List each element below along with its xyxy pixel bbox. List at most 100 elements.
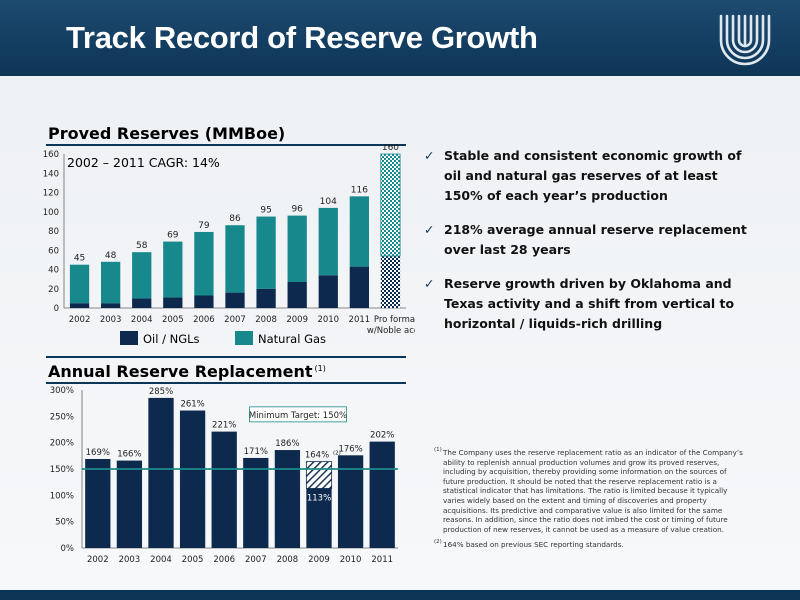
bar-natural-gas bbox=[69, 264, 90, 304]
bar-value-label: 164% bbox=[305, 451, 329, 461]
bar-natural-gas bbox=[256, 216, 276, 289]
x-tick-label: 2011 bbox=[371, 555, 393, 565]
x-tick-label: 2006 bbox=[213, 555, 235, 565]
footnote-text: The Company uses the reserve replacement… bbox=[443, 448, 743, 534]
bullet-list: ✓ Stable and consistent economic growth … bbox=[424, 146, 760, 348]
bar-note-mark: (2) bbox=[333, 451, 341, 457]
proved-reserves-chart: 0 20 40 60 80 100 120 140 160 45 2002 48 2003 58 2004… bbox=[43, 144, 415, 346]
y-tick-label: 20 bbox=[48, 285, 59, 295]
bar-natural-gas bbox=[194, 231, 214, 296]
bar-replacement bbox=[116, 460, 143, 548]
bar-total-label: 160 bbox=[382, 144, 399, 153]
bar-oil-ngls bbox=[287, 282, 307, 308]
bar-oil-ngls bbox=[194, 295, 214, 308]
footnote-2: (2) 164% based on previous SEC reporting… bbox=[434, 539, 744, 550]
replacement-title-note: (1) bbox=[314, 363, 326, 373]
bar-total-label: 45 bbox=[74, 254, 85, 264]
bar-replacement bbox=[211, 431, 237, 548]
y-tick-label: 0 bbox=[54, 304, 59, 314]
bar-value-label: 169% bbox=[86, 448, 110, 458]
proved-legend: Oil / NGLs Natural Gas bbox=[120, 331, 326, 346]
x-tick-label: 2010 bbox=[340, 555, 362, 565]
replacement-rule bbox=[46, 382, 406, 384]
y-tick-label: 250% bbox=[50, 412, 74, 422]
y-tick-label: 60 bbox=[48, 246, 59, 256]
bar-total-label: 95 bbox=[260, 206, 271, 216]
checkmark-icon: ✓ bbox=[424, 148, 435, 163]
bar-value-label: 113% bbox=[307, 493, 331, 503]
bar-oil-ngls bbox=[318, 275, 338, 308]
x-tick-label: 2008 bbox=[255, 315, 277, 325]
bullet-text: Reserve growth driven by Oklahoma and Te… bbox=[444, 276, 735, 331]
x-tick-label: 2007 bbox=[245, 555, 267, 565]
x-tick-label: w/Noble acq. bbox=[367, 326, 415, 336]
bar-total-label: 48 bbox=[105, 251, 117, 261]
bullet-item: ✓ 218% average annual reserve replacemen… bbox=[424, 220, 760, 260]
proved-reserves-rule bbox=[46, 144, 406, 146]
y-tick-label: 100 bbox=[43, 208, 59, 218]
company-logo-icon bbox=[719, 14, 771, 66]
cagr-annotation: 2002 – 2011 CAGR: 14% bbox=[67, 155, 220, 170]
bar-replacement bbox=[85, 458, 111, 548]
x-tick-label: 2007 bbox=[224, 315, 246, 325]
bar-replacement bbox=[243, 457, 269, 548]
bar-natural-gas bbox=[132, 252, 152, 299]
x-tick-label: 2006 bbox=[193, 315, 215, 325]
x-tick-label: 2002 bbox=[87, 555, 109, 565]
target-label-box bbox=[249, 406, 347, 423]
y-tick-label: 80 bbox=[48, 227, 59, 237]
x-tick-label: 2004 bbox=[150, 555, 172, 565]
bar-total-label: 116 bbox=[351, 185, 368, 195]
x-tick-label: 2005 bbox=[182, 555, 204, 565]
y-tick-label: 50% bbox=[55, 518, 74, 528]
bullet-item: ✓ Reserve growth driven by Oklahoma and … bbox=[424, 274, 760, 334]
replacement-title-text: Annual Reserve Replacement bbox=[48, 362, 313, 381]
bar-value-label: 176% bbox=[338, 444, 362, 454]
y-tick-label: 160 bbox=[43, 150, 59, 160]
page-title: Track Record of Reserve Growth bbox=[66, 20, 538, 55]
footnote-mark: (2) bbox=[434, 539, 442, 546]
bar-total-label: 96 bbox=[291, 205, 303, 215]
bar-total-label: 69 bbox=[167, 231, 179, 241]
bar-total-label: 79 bbox=[198, 221, 210, 231]
y-tick-label: 40 bbox=[48, 266, 59, 276]
bar-oil-ngls bbox=[163, 297, 183, 308]
bar-natural-gas bbox=[380, 153, 401, 257]
bar-oil-ngls bbox=[349, 266, 370, 308]
x-tick-label: 2003 bbox=[119, 555, 141, 565]
bar-replacement bbox=[179, 410, 206, 548]
bar-total-label: 58 bbox=[136, 241, 148, 251]
bullet-text: Stable and consistent economic growth of… bbox=[444, 148, 742, 203]
target-label: Minimum Target: 150% bbox=[249, 411, 347, 421]
legend-label-gas: Natural Gas bbox=[258, 332, 326, 346]
y-tick-label: 300% bbox=[50, 386, 74, 396]
bar-replacement bbox=[306, 488, 332, 548]
bullet-text: 218% average annual reserve replacement … bbox=[444, 222, 747, 257]
legend-swatch-oil bbox=[120, 331, 138, 345]
x-tick-label: 2009 bbox=[308, 555, 330, 565]
y-tick-label: 100% bbox=[50, 491, 74, 501]
bullet-item: ✓ Stable and consistent economic growth … bbox=[424, 146, 760, 206]
bar-value-label: 261% bbox=[180, 400, 204, 410]
bar-oil-ngls bbox=[100, 303, 121, 308]
bar-value-label: 285% bbox=[149, 387, 173, 397]
bar-value-label: 221% bbox=[212, 421, 236, 431]
bar-natural-gas bbox=[318, 207, 338, 276]
bar-value-label: 202% bbox=[370, 431, 394, 441]
x-tick-label: 2003 bbox=[100, 315, 122, 325]
x-tick-label: 2009 bbox=[286, 315, 308, 325]
bar-oil-ngls bbox=[132, 298, 152, 308]
bar-total-label: 86 bbox=[229, 214, 241, 224]
x-tick-label: 2011 bbox=[349, 315, 371, 325]
bar-replacement bbox=[369, 441, 395, 548]
x-tick-label: 2005 bbox=[162, 315, 184, 325]
replacement-rule-top bbox=[46, 356, 406, 358]
footer-band bbox=[0, 590, 800, 600]
x-tick-label: Pro forma bbox=[374, 315, 415, 325]
reserve-replacement-chart: 0% 50% 100% 150% 200% 250% 300% 169% 2002 166% 20… bbox=[50, 386, 398, 565]
legend-label-oil: Oil / NGLs bbox=[143, 332, 200, 346]
y-tick-label: 0% bbox=[61, 544, 75, 554]
bar-value-label: 171% bbox=[244, 447, 268, 457]
checkmark-icon: ✓ bbox=[424, 276, 435, 291]
proved-reserves-title: Proved Reserves (MMBoe) bbox=[48, 124, 286, 143]
